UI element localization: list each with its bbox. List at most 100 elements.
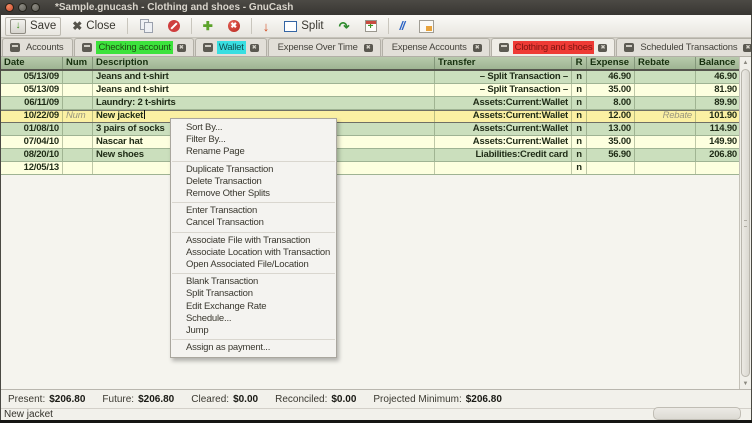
- tab-clothing-and-shoes[interactable]: Clothing and shoes ✖: [490, 38, 616, 56]
- menu-item-jump[interactable]: Jump: [186, 325, 209, 337]
- cell-num[interactable]: [63, 71, 93, 83]
- cell-expense[interactable]: 35.00: [587, 84, 635, 96]
- cell-balance[interactable]: 206.80: [709, 149, 737, 160]
- cell-r[interactable]: n: [572, 71, 587, 83]
- cell-r[interactable]: n: [572, 136, 587, 148]
- vertical-scrollbar[interactable]: ▲ ▼: [739, 57, 751, 389]
- tab-close-icon[interactable]: ✖: [363, 43, 373, 52]
- scroll-up-icon[interactable]: ▲: [742, 59, 749, 66]
- cell-transfer[interactable]: Assets:Current:Wallet: [435, 97, 572, 109]
- tab-scheduled-transactions[interactable]: Scheduled Transactions ✖: [616, 38, 752, 56]
- menu-item-rename-page[interactable]: Rename Page: [186, 146, 245, 158]
- cell-rebate[interactable]: [635, 84, 696, 96]
- cell-r[interactable]: n: [572, 97, 587, 109]
- cell-num[interactable]: [63, 149, 93, 161]
- cell-description[interactable]: 3 pairs of socks: [93, 123, 435, 135]
- menu-item-associate-location-with-transaction[interactable]: Associate Location with Transaction: [186, 246, 331, 258]
- cell-rebate[interactable]: Rebate: [635, 110, 696, 122]
- table-row[interactable]: 07/04/10 Nascar hat Assets:Current:Wallet n…: [1, 136, 740, 149]
- blank-transaction-button[interactable]: ↓: [259, 19, 274, 34]
- table-row[interactable]: 05/13/09 Jeans and t-shirt – Split Transac…: [1, 84, 740, 97]
- print-check-button[interactable]: [415, 19, 438, 34]
- window-minimize-icon[interactable]: [18, 3, 27, 12]
- cell-rebate[interactable]: [635, 97, 696, 109]
- table-row[interactable]: 06/11/09 Laundry: 2 t-shirts Assets:Curren…: [1, 97, 740, 110]
- menu-item-split-transaction[interactable]: Split Transaction: [186, 288, 253, 300]
- cell-expense[interactable]: 46.90: [587, 71, 635, 83]
- transfer-button[interactable]: //: [396, 19, 409, 33]
- menu-item-schedule[interactable]: Schedule...: [186, 312, 232, 324]
- cell-num[interactable]: [63, 123, 93, 135]
- cell-date[interactable]: 05/13/09: [1, 71, 63, 83]
- cell-r[interactable]: n: [572, 123, 587, 135]
- cell-expense[interactable]: 8.00: [587, 97, 635, 109]
- table-row[interactable]: 01/08/10 3 pairs of socks Assets:Current:W…: [1, 123, 740, 136]
- menu-item-edit-exchange-rate[interactable]: Edit Exchange Rate: [186, 300, 267, 312]
- cell-balance[interactable]: 114.90: [709, 123, 738, 134]
- tab-close-icon[interactable]: ✖: [249, 43, 259, 52]
- window-close-icon[interactable]: [5, 3, 14, 12]
- menu-item-assign-as-payment[interactable]: Assign as payment...: [186, 342, 271, 354]
- menu-item-sort-by[interactable]: Sort By...: [186, 122, 223, 133]
- cell-num[interactable]: [63, 97, 93, 109]
- menu-item-enter-transaction[interactable]: Enter Transaction: [186, 205, 258, 217]
- menu-item-associate-file-with-transaction[interactable]: Associate File with Transaction: [186, 234, 311, 246]
- scroll-down-icon[interactable]: ▼: [742, 380, 749, 387]
- schedule-button[interactable]: +: [361, 19, 381, 33]
- cell-date[interactable]: 08/20/10: [1, 149, 63, 161]
- cell-expense[interactable]: 35.00: [587, 136, 635, 148]
- cell-expense[interactable]: 12.00: [587, 110, 635, 122]
- cell-r[interactable]: n: [572, 162, 587, 174]
- cell-rebate[interactable]: [635, 149, 696, 161]
- cell-rebate[interactable]: [635, 123, 696, 135]
- tab-checking-account[interactable]: Checking account ✖: [74, 38, 194, 56]
- delete-transaction-button[interactable]: ✖: [224, 19, 244, 33]
- cell-description[interactable]: [93, 162, 435, 174]
- cell-date[interactable]: 05/13/09: [1, 84, 63, 96]
- table-row[interactable]: 12/05/13 n: [1, 162, 740, 175]
- cell-r[interactable]: n: [572, 149, 587, 161]
- cell-description[interactable]: Nascar hat: [93, 136, 435, 148]
- cell-num[interactable]: Num: [63, 110, 93, 122]
- tab-expense-accounts[interactable]: Expense Accounts ✖: [381, 38, 490, 56]
- table-row[interactable]: 08/20/10 New shoes Liabilities:Credit card…: [1, 149, 740, 162]
- save-button[interactable]: ↓ Save: [5, 16, 62, 36]
- cell-transfer[interactable]: [435, 162, 572, 174]
- duplicate-button[interactable]: [135, 18, 157, 34]
- scrollbar-thumb[interactable]: [741, 69, 750, 377]
- cell-expense[interactable]: 56.90: [587, 149, 635, 161]
- cell-transfer[interactable]: Assets:Current:Wallet: [435, 136, 572, 148]
- tab-close-icon[interactable]: ✖: [472, 43, 482, 52]
- cell-date[interactable]: 12/05/13: [1, 162, 63, 174]
- cell-num[interactable]: [63, 162, 93, 174]
- cell-num[interactable]: [63, 136, 93, 148]
- cell-balance[interactable]: 149.90: [709, 136, 737, 147]
- cell-description[interactable]: New jacket: [93, 110, 435, 122]
- cell-transfer[interactable]: Assets:Current:Wallet: [435, 110, 572, 122]
- cell-rebate[interactable]: [635, 136, 696, 148]
- menu-item-remove-other-splits[interactable]: Remove Other Splits: [186, 188, 270, 200]
- cell-transfer[interactable]: Assets:Current:Wallet: [435, 123, 572, 135]
- cell-date[interactable]: 10/22/09: [1, 110, 63, 122]
- menu-item-cancel-transaction[interactable]: Cancel Transaction: [186, 217, 264, 229]
- table-row[interactable]: 10/22/09 Num New jacket Assets:Current:Wall…: [1, 110, 740, 123]
- cell-date[interactable]: 06/11/09: [1, 97, 63, 109]
- cell-date[interactable]: 01/08/10: [1, 123, 63, 135]
- tab-wallet[interactable]: Wallet ✖: [194, 38, 267, 56]
- cell-expense[interactable]: 13.00: [587, 123, 635, 135]
- jump-button[interactable]: ↷: [335, 19, 354, 34]
- menu-item-open-associated-file-location[interactable]: Open Associated File/Location: [186, 259, 309, 271]
- cell-rebate[interactable]: [635, 162, 696, 174]
- cell-description[interactable]: Jeans and t-shirt: [93, 71, 435, 83]
- tab-expense-over-time[interactable]: Expense Over Time ✖: [267, 38, 381, 56]
- menu-item-delete-transaction[interactable]: Delete Transaction: [186, 175, 262, 187]
- cell-transfer[interactable]: Liabilities:Credit card: [435, 149, 572, 161]
- cell-balance[interactable]: 46.90: [714, 71, 737, 82]
- cancel-button[interactable]: [164, 19, 184, 33]
- cell-date[interactable]: 07/04/10: [1, 136, 63, 148]
- cell-transfer[interactable]: – Split Transaction –: [435, 84, 572, 96]
- tab-close-icon[interactable]: ✖: [176, 43, 186, 52]
- split-button[interactable]: Split: [280, 19, 327, 33]
- menu-item-duplicate-transaction[interactable]: Duplicate Transaction: [186, 163, 274, 175]
- tab-close-icon[interactable]: ✖: [743, 43, 752, 52]
